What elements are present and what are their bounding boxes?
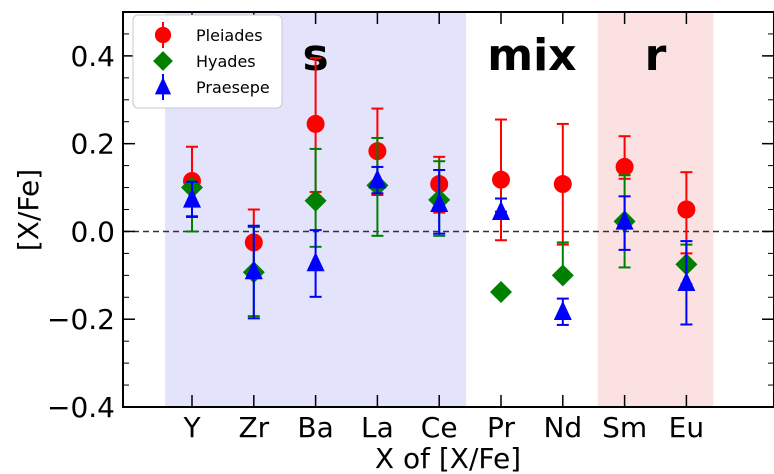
- x-tick-label: Nd: [543, 411, 582, 444]
- region-band-1: [474, 12, 590, 407]
- data-point: [490, 281, 512, 304]
- data-point: [430, 192, 449, 213]
- x-tick-label: Ce: [421, 411, 458, 444]
- x-tick-label: Pr: [487, 411, 515, 444]
- data-point: [304, 189, 327, 212]
- region-label-2: r: [645, 30, 667, 81]
- legend-marker: [153, 51, 173, 71]
- data-point: [677, 271, 696, 292]
- data-point: [306, 114, 325, 133]
- data-point: [553, 175, 572, 194]
- series-layer: [181, 57, 698, 326]
- data-point: [615, 210, 634, 230]
- axis-layer: −0.4 −0.2 0.0 0.2 0.4 Y Zr Ba La Ce Pr Nd Sm Eu: [47, 11, 774, 444]
- data-point: [368, 169, 387, 189]
- legend-label: Pleiades: [196, 26, 263, 45]
- y-tick-label: 0.4: [70, 40, 115, 73]
- y-tick-label: 0.2: [70, 128, 115, 161]
- x-tick-label: Y: [182, 411, 201, 444]
- x-tick-label: La: [361, 411, 394, 444]
- data-point: [492, 170, 510, 189]
- legend: Pleiades Hyades Praesepe: [132, 14, 283, 109]
- data-point: [306, 252, 325, 272]
- series-praesepe: [183, 165, 696, 326]
- data-point: [183, 188, 201, 208]
- x-axis-label: X of [X/Fe]: [375, 442, 521, 474]
- data-point: [244, 259, 263, 280]
- legend-label: Hyades: [196, 52, 256, 71]
- legend-marker: [154, 77, 172, 95]
- legend-marker: [154, 26, 172, 44]
- y-tick-label: −0.2: [47, 303, 115, 336]
- x-tick-label: Sm: [602, 411, 647, 444]
- region-label-1: mix: [487, 30, 576, 81]
- legend-entries: Pleiades Hyades Praesepe: [153, 22, 270, 100]
- y-tick-label: −0.4: [47, 391, 115, 424]
- data-point: [553, 300, 572, 321]
- x-tick-label: Zr: [238, 411, 269, 444]
- legend-label: Praesepe: [196, 78, 270, 97]
- x-tick-label: Ba: [297, 411, 333, 444]
- data-point: [677, 200, 696, 219]
- data-point: [492, 200, 510, 220]
- y-tick-label: 0.0: [70, 215, 115, 248]
- data-point: [615, 157, 634, 176]
- x-tick-label: Eu: [669, 411, 704, 444]
- y-axis-label: [X/Fe]: [12, 169, 45, 251]
- data-point: [551, 264, 574, 287]
